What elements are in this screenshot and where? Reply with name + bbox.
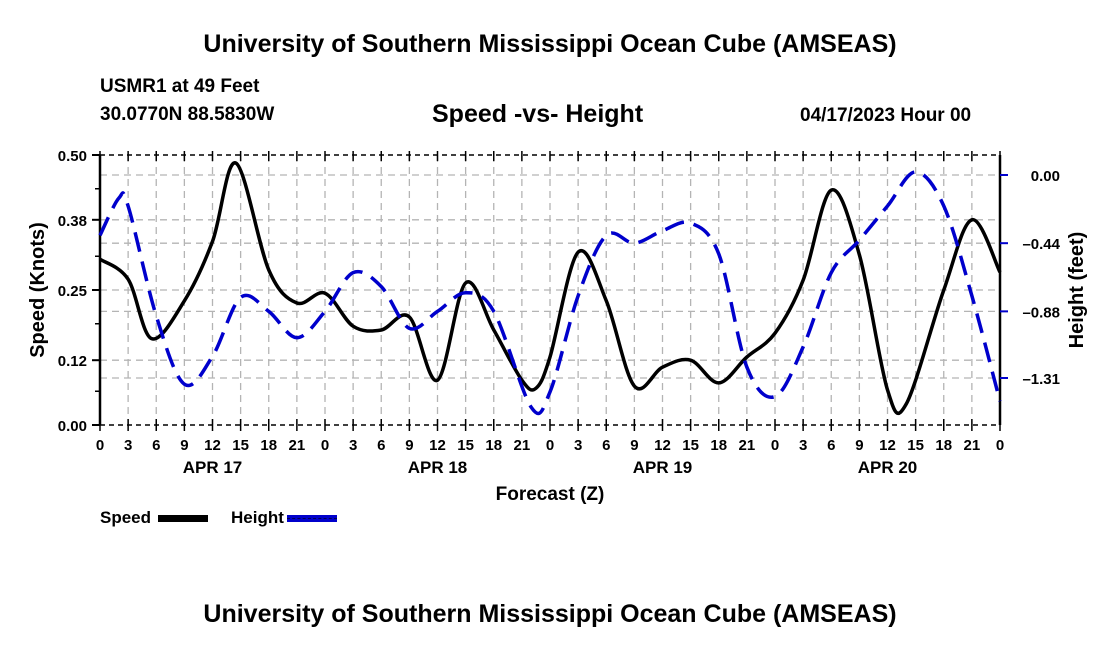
x-tick-label: 9 xyxy=(405,437,413,454)
x-tick-label: 21 xyxy=(739,437,756,454)
height-series-line xyxy=(98,170,1002,416)
station-coordinates: 30.0770N 88.5830W xyxy=(100,104,275,125)
x-tick-label: 21 xyxy=(289,437,306,454)
x-tick-label: 6 xyxy=(377,437,385,454)
main-title: University of Southern Mississippi Ocean… xyxy=(203,30,897,58)
series-lines xyxy=(98,161,1002,416)
x-day-label: APR 17 xyxy=(183,458,243,477)
x-day-label: APR 19 xyxy=(633,458,693,477)
x-tick-label: 0 xyxy=(96,437,104,454)
x-tick-label: 9 xyxy=(180,437,188,454)
y2-tick-label: –0.44 xyxy=(1022,236,1060,253)
legend-speed: Speed xyxy=(100,508,208,528)
x-day-label: APR 18 xyxy=(408,458,468,477)
x-tick-label: 12 xyxy=(879,437,896,454)
legend-height-swatch xyxy=(286,515,337,523)
speed-series-line xyxy=(98,161,1002,416)
y-tick-label: 0.50 xyxy=(58,148,87,165)
x-tick-label: 0 xyxy=(321,437,329,454)
y2-axis-label: Height (feet) xyxy=(1066,232,1088,349)
x-tick-label: 6 xyxy=(827,437,835,454)
legend-speed-label: Speed xyxy=(100,508,152,527)
footer-title: University of Southern Mississippi Ocean… xyxy=(203,600,897,628)
x-tick-label: 6 xyxy=(602,437,610,454)
y-tick-label: 0.00 xyxy=(58,418,87,435)
x-tick-label: 9 xyxy=(855,437,863,454)
x-tick-label: 15 xyxy=(682,437,699,454)
chart-title: Speed -vs- Height xyxy=(432,100,644,128)
x-tick-label: 15 xyxy=(457,437,474,454)
x-day-label: APR 20 xyxy=(858,458,918,477)
x-tick-label: 3 xyxy=(124,437,132,454)
x-tick-label: 15 xyxy=(232,437,249,454)
y2-axis-ticks: 0.00 –0.44 –0.88 –1.31 xyxy=(1000,168,1061,388)
x-tick-label: 0 xyxy=(546,437,554,454)
x-tick-label: 15 xyxy=(907,437,924,454)
x-tick-label: 12 xyxy=(204,437,221,454)
x-tick-label: 3 xyxy=(349,437,357,454)
x-tick-label: 18 xyxy=(935,437,952,454)
x-axis-label: Forecast (Z) xyxy=(496,484,605,505)
y2-tick-label: –0.88 xyxy=(1022,304,1060,321)
legend-height-label: Height xyxy=(231,508,284,527)
x-tick-label: 6 xyxy=(152,437,160,454)
y-tick-label: 0.38 xyxy=(58,213,87,230)
forecast-run-time: 04/17/2023 Hour 00 xyxy=(800,105,972,126)
y-tick-label: 0.25 xyxy=(58,283,87,300)
y-axis-ticks: 0.00 0.12 0.25 0.38 0.50 xyxy=(58,148,100,435)
grid-lines xyxy=(100,155,1000,425)
y2-tick-label: –1.31 xyxy=(1022,371,1060,388)
x-axis-ticks: 0 3 6 9 12 15 18 21 0 3 6 9 12 15 18 21 0 3 6 9 12 15 18 21 0 3 6 9… xyxy=(96,151,1004,477)
x-tick-label: 3 xyxy=(574,437,582,454)
x-tick-label: 0 xyxy=(771,437,779,454)
legend-speed-swatch xyxy=(157,515,208,523)
y-axis-label: Speed (Knots) xyxy=(27,222,49,358)
x-tick-label: 18 xyxy=(485,437,502,454)
y2-tick-label: 0.00 xyxy=(1031,168,1060,185)
x-tick-label: 3 xyxy=(799,437,807,454)
x-tick-label: 0 xyxy=(996,437,1004,454)
x-tick-label: 12 xyxy=(429,437,446,454)
x-tick-label: 18 xyxy=(710,437,727,454)
station-label: USMR1 at 49 Feet xyxy=(100,76,260,97)
x-tick-label: 21 xyxy=(514,437,531,454)
x-tick-label: 12 xyxy=(654,437,671,454)
y-tick-label: 0.12 xyxy=(58,353,87,370)
x-tick-label: 9 xyxy=(630,437,638,454)
x-tick-label: 18 xyxy=(260,437,277,454)
legend-height: Height xyxy=(231,508,337,528)
x-tick-label: 21 xyxy=(964,437,981,454)
